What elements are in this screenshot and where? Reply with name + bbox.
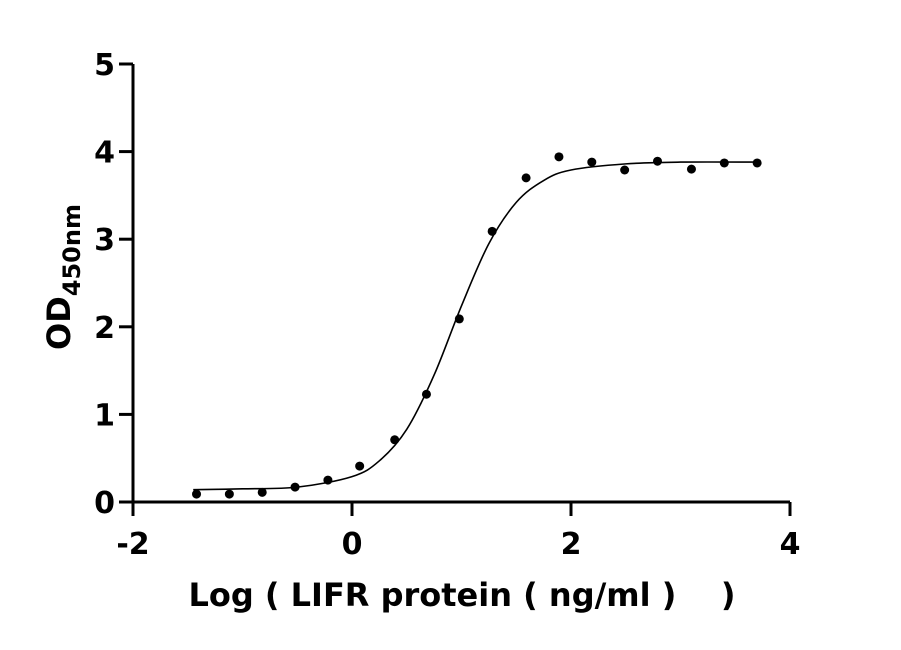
data-point: [752, 158, 762, 168]
y-axis-label-main: OD: [40, 296, 78, 350]
y-tick-label: 2: [94, 311, 115, 346]
data-point: [653, 156, 663, 166]
y-tick-label: 5: [94, 48, 115, 83]
y-axis-label-group: OD450nm: [40, 204, 86, 350]
x-tick-label: -2: [116, 527, 149, 562]
data-point: [554, 152, 564, 162]
x-tick-label: 2: [561, 527, 582, 562]
data-point: [355, 461, 365, 471]
data-point: [257, 487, 267, 497]
y-axis-label-subscript: 450nm: [58, 204, 86, 296]
data-point: [719, 158, 729, 168]
x-axis-label: Log ( LIFR protein ( ng/ml ) ): [188, 576, 735, 614]
x-tick-label: 4: [780, 527, 801, 562]
y-axis-label: OD450nm: [40, 204, 86, 350]
y-tick-label: 4: [94, 136, 115, 171]
data-point: [620, 165, 630, 175]
data-point: [192, 489, 202, 499]
x-tick-label: 0: [342, 527, 363, 562]
y-tick-label: 3: [94, 223, 115, 258]
fit-curve: [193, 161, 758, 491]
data-point: [224, 489, 234, 499]
data-point: [521, 173, 531, 183]
data-point: [587, 157, 597, 167]
y-tick-label: 0: [94, 486, 115, 521]
data-point: [686, 164, 696, 174]
y-tick-label: 1: [94, 398, 115, 433]
